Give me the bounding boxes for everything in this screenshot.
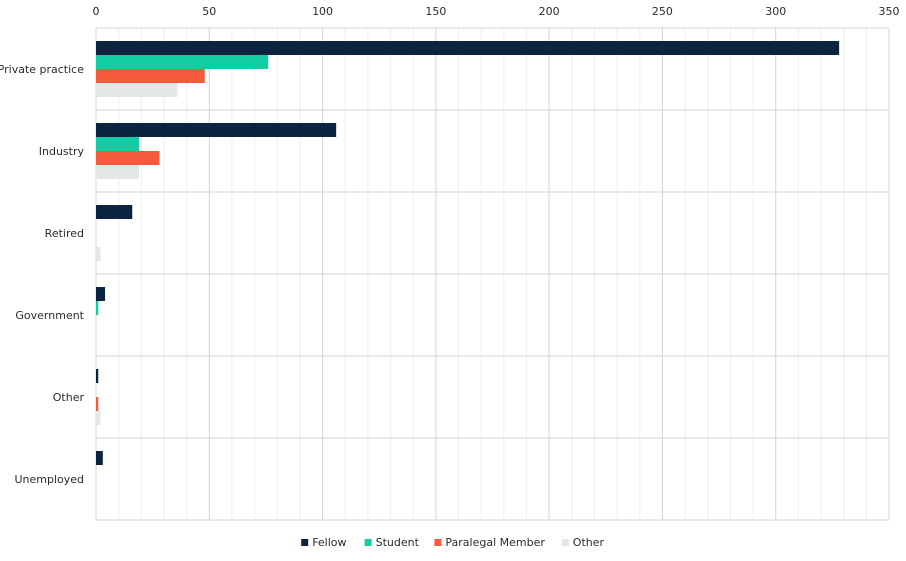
category-label: Industry xyxy=(39,145,85,158)
bar xyxy=(96,451,103,465)
x-axis-ticks: 0 50 100 150 200 250 300 350 xyxy=(93,5,900,18)
legend-swatch xyxy=(301,539,309,546)
bar xyxy=(96,69,205,83)
x-tick-label: 100 xyxy=(312,5,333,18)
x-tick-label: 50 xyxy=(202,5,216,18)
bar xyxy=(96,123,337,137)
legend-label: Fellow xyxy=(312,536,346,549)
bar xyxy=(96,411,101,425)
x-tick-label: 0 xyxy=(93,5,100,18)
x-tick-label: 300 xyxy=(765,5,786,18)
bar xyxy=(96,151,160,165)
bar xyxy=(96,205,133,219)
category-labels: Private practice Industry Retired Governmen… xyxy=(0,63,85,486)
x-tick-label: 200 xyxy=(539,5,560,18)
bar xyxy=(96,287,106,301)
x-tick-label: 150 xyxy=(425,5,446,18)
bar xyxy=(96,301,99,315)
category-label: Private practice xyxy=(0,63,84,76)
bar xyxy=(96,41,840,55)
legend-swatch xyxy=(364,539,372,546)
legend-swatch xyxy=(434,539,442,546)
legend: Fellow Student Paralegal Member Other xyxy=(301,536,605,549)
bars xyxy=(96,41,840,465)
legend-label: Student xyxy=(376,536,420,549)
grid-lines xyxy=(95,27,890,521)
legend-item: Other xyxy=(561,536,605,549)
bar xyxy=(96,55,269,69)
legend-item: Student xyxy=(364,536,420,549)
x-tick-label: 250 xyxy=(652,5,673,18)
category-label: Retired xyxy=(45,227,84,240)
legend-label: Paralegal Member xyxy=(445,536,545,549)
category-label: Unemployed xyxy=(14,473,84,486)
legend-item: Fellow xyxy=(301,536,347,549)
bar xyxy=(96,165,140,179)
legend-swatch xyxy=(561,539,569,546)
bar xyxy=(96,137,140,151)
bar xyxy=(96,369,99,383)
legend-item: Paralegal Member xyxy=(434,536,545,549)
bar xyxy=(96,83,178,97)
category-label: Other xyxy=(53,391,85,404)
category-label: Government xyxy=(15,309,84,322)
x-tick-label: 350 xyxy=(879,5,900,18)
bar xyxy=(96,247,101,261)
legend-label: Other xyxy=(573,536,605,549)
bar xyxy=(96,397,99,411)
